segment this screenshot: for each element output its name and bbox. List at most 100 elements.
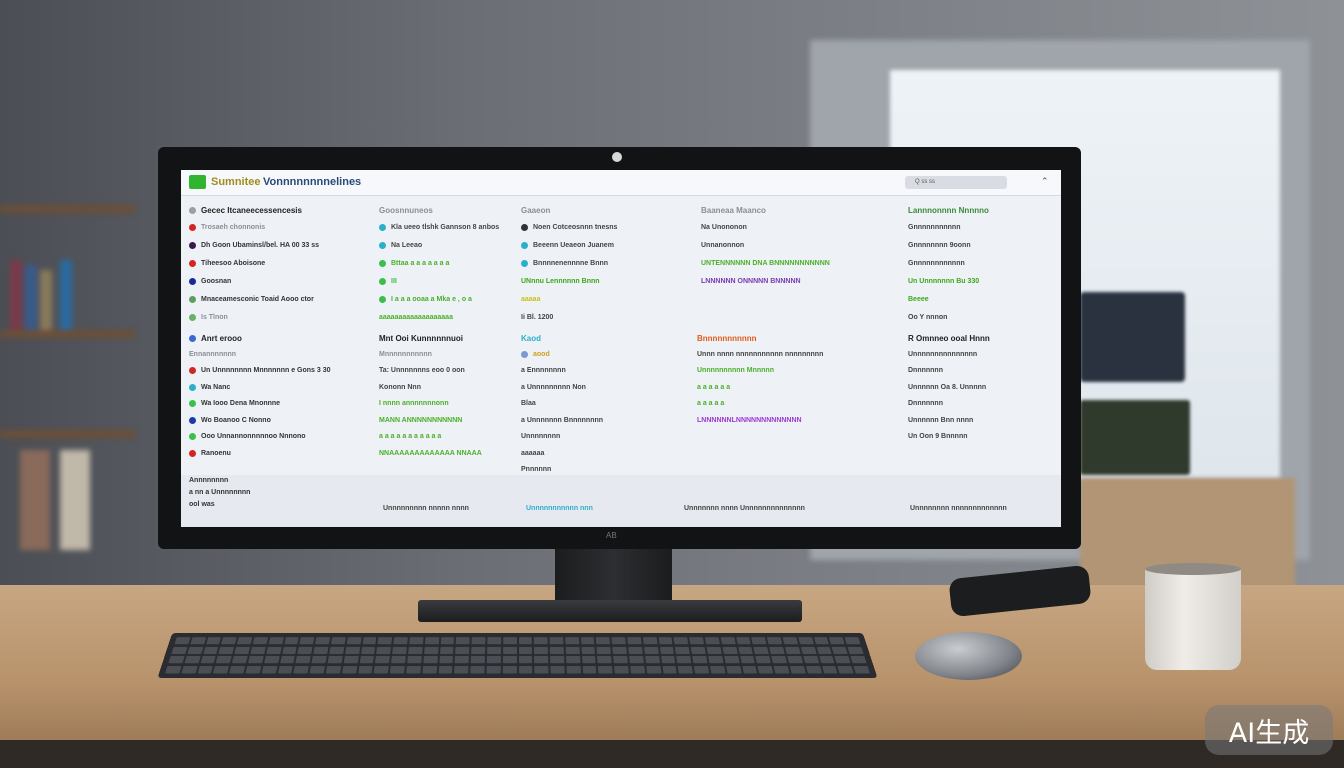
list-item[interactable]: Is Tlnon — [189, 314, 228, 321]
list-item[interactable]: Dnnnnnnn — [908, 367, 943, 374]
list-item[interactable]: Mnt Ooi Kunnnnnnuoi — [379, 334, 463, 343]
monitor-brand: AB — [606, 531, 617, 540]
list-item[interactable]: Bnnnnnnnnnnn — [697, 334, 757, 343]
list-item[interactable]: Ta: Unnnnnnns eoo 0 oon — [379, 367, 465, 374]
key — [769, 646, 785, 654]
list-item[interactable]: Lannnonnnn Nnnnno — [908, 206, 989, 215]
chevron-up-icon[interactable]: ⌃ — [1041, 176, 1049, 186]
list-item[interactable]: Tiheesoo Aboisone — [189, 260, 265, 267]
bookshelf — [0, 180, 135, 560]
list-item[interactable]: NNAAAAAAAAAAAAA NNAAA — [379, 450, 482, 457]
list-item[interactable]: MANN ANNNNNNNNNNN — [379, 417, 462, 424]
list-item[interactable]: Pnnnnnn — [521, 466, 551, 473]
list-item[interactable]: Beeee — [908, 296, 929, 303]
list-item[interactable]: Wa Nanc — [189, 383, 230, 391]
list-item[interactable]: Ii Bl. 1200 — [521, 314, 553, 321]
list-item[interactable]: a Ennnnnnnn — [521, 367, 566, 374]
list-item[interactable]: Unnn nnnn nnnnnnnnnnn nnnnnnnnn — [697, 351, 823, 358]
list-item-text: aaaaa — [521, 296, 541, 303]
background-monitor — [1080, 292, 1185, 382]
list-item[interactable]: Unnnnnnnnnnnnnnn — [908, 351, 977, 358]
key — [422, 655, 438, 664]
list-item[interactable]: Na Leeao — [379, 242, 422, 249]
list-item[interactable]: Wo Boanoo C Nonno — [189, 416, 271, 424]
list-item[interactable]: Unnnnnnnnnn Mnnnnn — [697, 367, 774, 374]
list-item[interactable]: LNNNNNNLNNNNNNNNNNNNN — [697, 417, 802, 424]
list-item[interactable]: Bnnnnenennnne Bnnn — [521, 260, 608, 267]
list-item[interactable]: a a a a a a a a a a a — [379, 433, 441, 440]
list-item[interactable]: I a a a ooaa a Mka e , o a — [379, 296, 472, 303]
list-item[interactable]: a a a a a a — [697, 384, 730, 391]
bottom-item[interactable]: Unnnnnnnnnnn nnn — [526, 505, 593, 512]
list-item[interactable]: UNTENNNNNN DNA BNNNNNNNNNNN — [701, 260, 830, 267]
list-item[interactable]: Beeenn Ueaeon Juanem — [521, 242, 614, 249]
list-item[interactable]: a Unnnnnnnnn Non — [521, 384, 586, 391]
list-item[interactable]: Mnaceamesconic Toaid Aooo ctor — [189, 296, 314, 303]
list-item[interactable]: Gnnnnnnnn 9oonn — [908, 242, 971, 249]
list-item[interactable]: Un Oon 9 Bnnnnn — [908, 433, 968, 440]
list-item[interactable]: Oo Y nnnon — [908, 314, 947, 321]
list-item[interactable]: Unnnnnn Bnn nnnn — [908, 417, 973, 424]
key — [218, 646, 235, 654]
list-item[interactable]: Mnnnnnnnnnnn — [379, 351, 432, 358]
list-item[interactable]: Un Unnnnnnn Bu 330 — [908, 278, 979, 285]
list-item[interactable]: Gnnnnnnnnnnn — [908, 224, 960, 231]
list-item[interactable]: Bttaa a a a a a a a — [379, 260, 449, 267]
list-item[interactable]: aaaaaaaaaaaaaaaaaaa — [379, 314, 453, 321]
list-item[interactable]: Baaneaa Maanco — [701, 206, 766, 215]
list-item[interactable]: Ranoenu — [189, 449, 231, 457]
list-item[interactable]: Noen Cotceosnnn tnesns — [521, 224, 617, 231]
list-item-text: Gnnnnnnnn 9oonn — [908, 242, 971, 249]
list-item[interactable]: aaaaaa — [521, 450, 544, 457]
list-item[interactable]: Trosaeh chonnonis — [189, 224, 265, 231]
key — [268, 637, 284, 645]
list-item[interactable]: Goosnan — [189, 278, 231, 285]
key — [470, 655, 485, 664]
list-item-text: III — [391, 278, 397, 285]
bottom-left-item[interactable]: Annnnnnnn — [189, 477, 229, 484]
key — [565, 646, 580, 654]
list-item[interactable]: Gaaeon — [521, 206, 550, 215]
list-item[interactable]: a Unnnnnnn Bnnnnnnnn — [521, 417, 603, 424]
list-item[interactable]: III — [379, 278, 397, 285]
bottom-item[interactable]: Unnnnnnnn nnnnnnnnnnnnn — [910, 505, 1007, 512]
list-item[interactable]: Gecec Itcaneecessencesis — [189, 206, 302, 215]
list-item[interactable]: Unnnnnn Oa 8. Unnnnn — [908, 384, 986, 391]
list-item[interactable]: Ennannnnnnn — [189, 351, 236, 358]
list-item[interactable]: aood — [521, 350, 550, 358]
list-item[interactable]: Anrt erooo — [189, 334, 242, 343]
list-item[interactable]: R Omnneo ooal Hnnn — [908, 334, 990, 343]
list-item[interactable]: Dnnnnnnn — [908, 400, 943, 407]
list-item[interactable]: Blaa — [521, 400, 536, 407]
list-item[interactable]: Na Unononon — [701, 224, 747, 231]
list-item[interactable]: Wa Iooo Dena Mnonnne — [189, 400, 280, 407]
list-item[interactable]: Kaod — [521, 334, 541, 343]
bottom-item[interactable]: Unnnnnnnnn nnnnn nnnn — [383, 505, 469, 512]
key — [751, 637, 767, 645]
list-item[interactable]: Goosnnuneos — [379, 206, 433, 215]
list-item[interactable]: Unnanonnon — [701, 242, 744, 249]
list-item[interactable]: Unnnnnnnn — [521, 433, 560, 440]
search-input[interactable]: Q ss ss — [905, 176, 1007, 189]
key — [673, 637, 689, 645]
bottom-left-item[interactable]: ool was — [189, 501, 215, 508]
list-item[interactable]: Kla ueeo tlshk Gannson 8 anbos — [379, 224, 499, 231]
key — [299, 637, 315, 645]
bottom-item[interactable]: Unnnnnnn nnnn Unnnnnnnnnnnnnn — [684, 505, 805, 512]
cup-rim — [1145, 563, 1241, 575]
list-item[interactable]: I nnnn annnnnnnonn — [379, 400, 449, 407]
list-item[interactable]: Un Unnnnnnnn Mnnnnnnn e Gons 3 30 — [189, 367, 331, 374]
list-item[interactable]: a a a a a — [697, 400, 724, 407]
key — [798, 637, 814, 645]
list-item[interactable]: Kononn Nnn — [379, 384, 421, 391]
keyboard — [157, 632, 878, 679]
list-item[interactable]: aaaaa — [521, 296, 540, 303]
list-item[interactable]: Gnnnnnnnnnnnn — [908, 260, 965, 267]
list-item[interactable]: LNNNNNN ONNNNN BNNNNN — [701, 278, 801, 285]
list-item[interactable]: UNnnu Lennnnnn Bnnn — [521, 278, 600, 285]
list-item[interactable]: Dh Goon Ubaminsl/bel. HA 00 33 ss — [189, 242, 319, 249]
bottom-left-item[interactable]: a nn a Unnnnnnnn — [189, 489, 251, 496]
status-dot-icon — [521, 224, 528, 231]
list-item[interactable]: Ooo Unnannonnnnnoo Nnnono — [189, 433, 306, 440]
key — [831, 646, 848, 654]
